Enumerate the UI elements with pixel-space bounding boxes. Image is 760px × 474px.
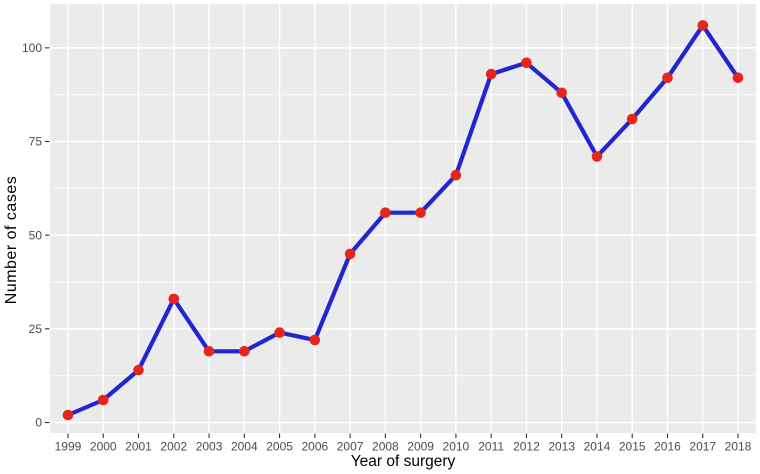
x-tick-label: 2013 (548, 440, 575, 454)
x-axis-title: Year of surgery (351, 453, 456, 470)
x-tick-label: 2011 (478, 440, 504, 454)
data-point (97, 394, 109, 406)
data-point (662, 72, 673, 84)
x-tick-label: 2014 (584, 440, 611, 454)
y-axis-title: Number of cases (3, 176, 20, 304)
x-tick-label: 2005 (266, 440, 293, 454)
data-point (415, 207, 426, 218)
x-tick-label: 2007 (337, 440, 364, 454)
x-tick-label: 2001 (125, 440, 152, 454)
data-point (450, 169, 462, 181)
x-tick-label: 2000 (90, 440, 117, 454)
data-point (380, 207, 391, 218)
data-point (309, 334, 321, 346)
x-tick-label: 2008 (372, 440, 399, 454)
x-tick-label: 2006 (301, 440, 328, 454)
data-point (521, 57, 532, 69)
x-tick-label: 2016 (654, 440, 681, 454)
data-point (697, 20, 709, 31)
data-point (203, 346, 215, 357)
x-tick-label: 2010 (443, 440, 470, 454)
x-tick-label: 2015 (619, 440, 646, 454)
data-point (732, 72, 744, 84)
data-point (274, 327, 285, 338)
x-tick-label: 2002 (160, 440, 187, 454)
y-tick-label: 25 (29, 322, 43, 336)
x-tick-label: 2018 (725, 440, 752, 454)
series-layer (62, 20, 744, 421)
data-point (133, 364, 144, 376)
y-tick-label: 100 (22, 41, 42, 55)
x-tick-label: 2017 (689, 440, 716, 454)
data-point (485, 68, 497, 80)
data-point (62, 409, 74, 421)
x-tick-label: 2009 (407, 440, 434, 454)
gridlines-major (50, 4, 756, 433)
y-tick-label: 75 (29, 135, 43, 149)
x-tick-label: 1999 (55, 440, 82, 454)
data-point (168, 293, 180, 305)
data-point (626, 113, 638, 125)
series-line (65, 23, 741, 418)
x-tick-label: 2004 (231, 440, 258, 454)
y-tick-label: 50 (29, 228, 43, 242)
data-point (344, 248, 356, 260)
y-tick-label: 0 (35, 416, 42, 430)
gridlines-minor (50, 94, 756, 377)
x-tick-label: 2003 (196, 440, 223, 454)
x-tick-label: 2012 (513, 440, 540, 454)
plot-panel (50, 4, 756, 433)
axis-ticks: 1999 2000 2001 2002 2003 2004 2005 2006 2007 2008… (22, 41, 752, 453)
data-point (556, 87, 567, 99)
data-point (239, 346, 250, 357)
data-point (591, 151, 603, 162)
